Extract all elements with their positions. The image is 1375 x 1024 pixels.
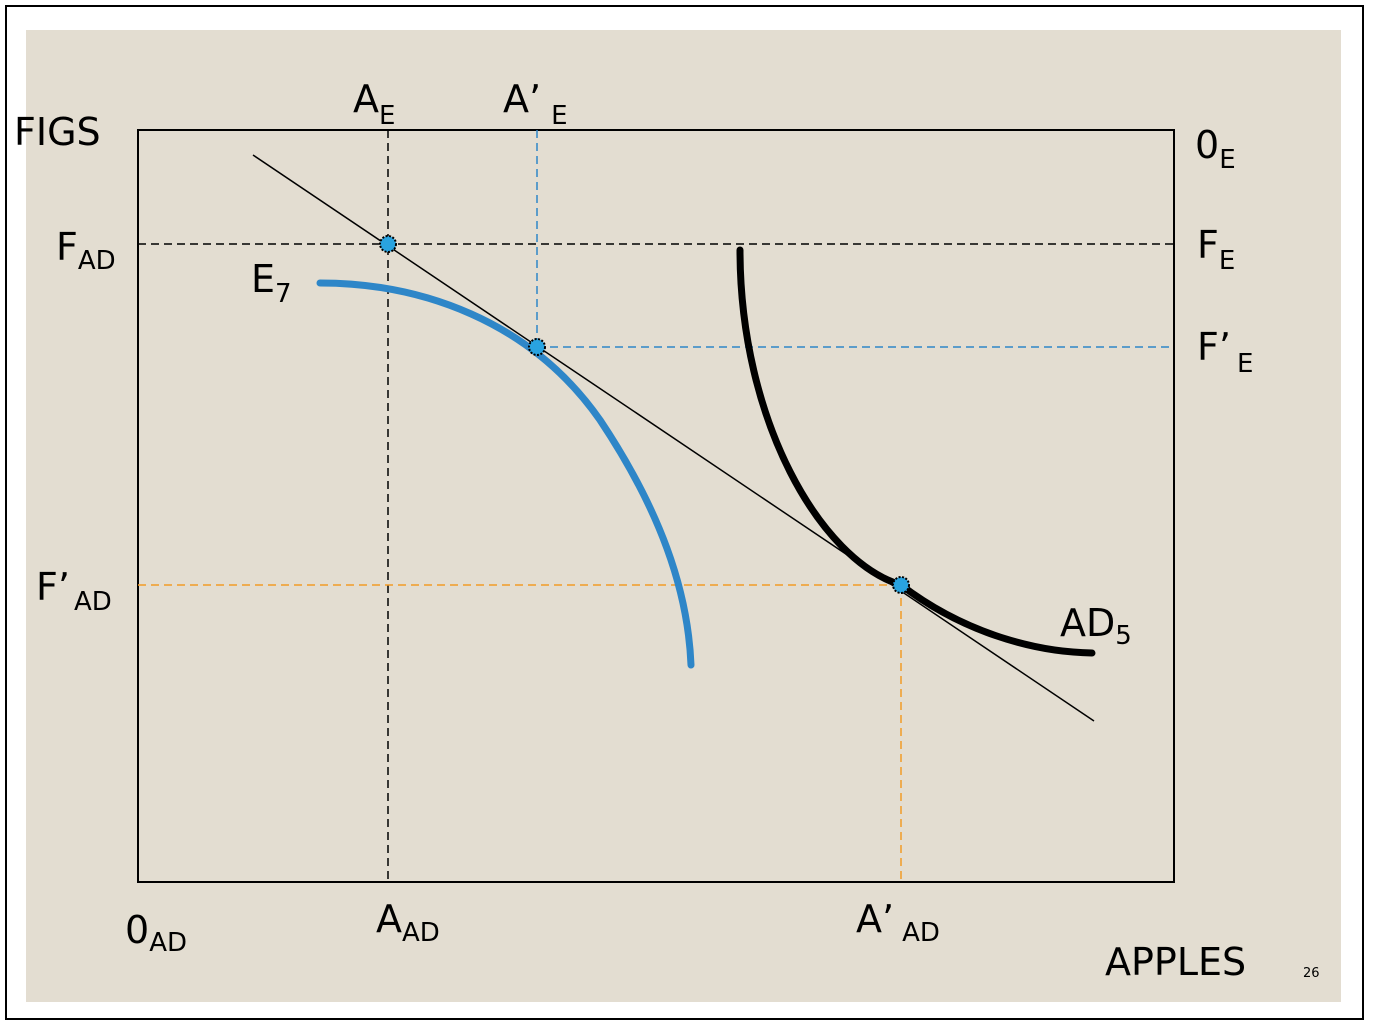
apples-axis-label: APPLES [1105, 940, 1246, 984]
a-ad-label: AAD [376, 897, 440, 948]
a-e-label: AE [353, 77, 395, 131]
edgeworth-box [137, 129, 1175, 883]
origin-ad-label: 0AD [125, 908, 187, 958]
a-prime-ad-label: A’ AD [856, 897, 940, 948]
a-prime-e-label: A’ E [503, 77, 568, 131]
f-ad-label: FAD [56, 225, 116, 276]
endowment-point [379, 235, 397, 253]
e7-curve-label: E7 [251, 257, 292, 309]
f-e-label: FE [1197, 223, 1235, 276]
f-prime-ad-label: F’ AD [36, 565, 112, 617]
slide-panel [26, 30, 1341, 1002]
ad5-indifference-curve [736, 246, 1096, 657]
price-line [252, 154, 1095, 722]
e7-indifference-curve [316, 279, 695, 669]
ad5-curve-label: AD5 [1060, 601, 1132, 651]
figs-axis-label: FIGS [14, 110, 101, 154]
f-prime-e-label: F’ E [1197, 325, 1253, 379]
e-consumption-point [528, 338, 546, 356]
page-number: 26 [1303, 966, 1320, 981]
ad-consumption-point [892, 576, 910, 594]
origin-e-label: 0E [1195, 123, 1236, 175]
